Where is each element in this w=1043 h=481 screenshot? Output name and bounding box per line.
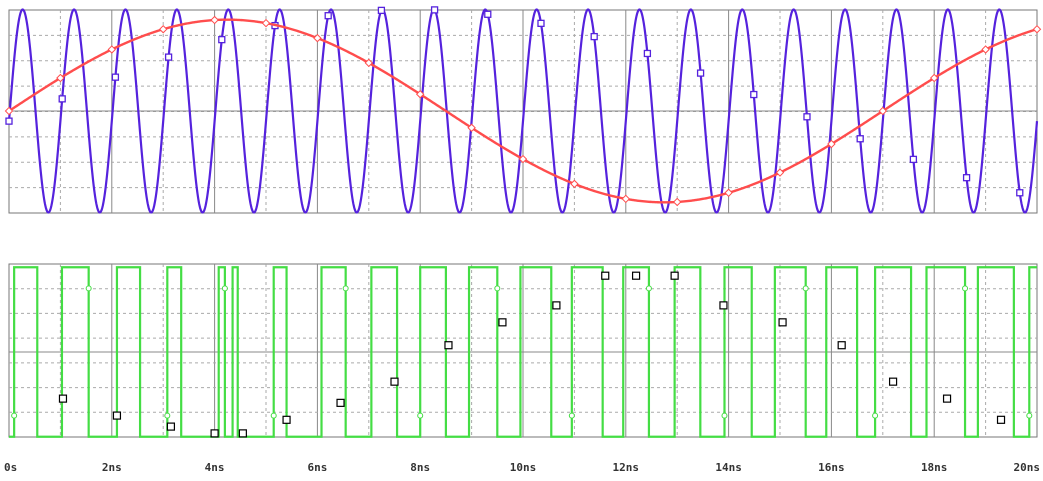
red-marker — [1032, 24, 1042, 34]
green-marker — [11, 412, 18, 419]
black-marker — [282, 415, 291, 424]
lower-panel — [8, 263, 1038, 438]
green-marker — [342, 285, 349, 292]
black-marker — [837, 341, 846, 350]
black-marker — [336, 398, 345, 407]
black-marker — [390, 377, 399, 386]
red-marker — [827, 139, 836, 149]
black-marker — [719, 301, 728, 310]
x-tick-label: 4ns — [205, 461, 225, 474]
red-marker — [313, 33, 322, 43]
red-marker — [467, 123, 476, 133]
x-tick-label: 18ns — [921, 461, 948, 474]
red-marker — [364, 58, 374, 68]
series-purple-sine — [7, 8, 1039, 214]
purple-marker — [643, 49, 652, 58]
green-marker — [962, 285, 969, 292]
red-marker — [672, 197, 682, 207]
black-marker — [942, 394, 952, 403]
purple-marker — [430, 6, 439, 14]
x-tick-label: 14ns — [715, 461, 742, 474]
upper-panel — [4, 6, 1042, 214]
x-axis-tick-labels: 0s 2ns 4ns 6ns 8ns 10ns 12ns 14ns 16ns 18ns 20ns — [4, 461, 1040, 474]
green-marker — [164, 412, 171, 419]
black-marker — [210, 429, 219, 438]
black-marker — [166, 422, 176, 431]
red-marker — [518, 154, 528, 164]
green-marker — [85, 285, 92, 292]
purple-marker — [324, 12, 332, 20]
purple-marker — [484, 10, 492, 18]
x-tick-label: 12ns — [613, 461, 640, 474]
series-green-square — [9, 266, 1037, 438]
x-tick-label: 8ns — [410, 461, 430, 474]
purple-marker — [377, 6, 386, 15]
red-marker — [158, 24, 168, 34]
purple-marker — [750, 90, 758, 99]
green-marker — [721, 412, 728, 419]
purple-marker — [590, 32, 598, 41]
black-marker — [996, 415, 1006, 424]
green-marker — [1026, 412, 1033, 419]
red-marker — [878, 106, 888, 116]
green-marker — [221, 285, 228, 292]
black-marker — [601, 271, 610, 280]
red-marker — [981, 45, 990, 54]
x-tick-label: 16ns — [818, 461, 845, 474]
purple-marker — [856, 135, 864, 143]
green-marker — [645, 285, 652, 292]
red-marker — [570, 179, 579, 189]
red-marker — [4, 106, 14, 116]
red-marker — [107, 45, 117, 54]
purple-marker — [537, 19, 545, 27]
green-marker — [568, 412, 575, 419]
x-tick-label: 10ns — [510, 461, 537, 474]
x-tick-label: 2ns — [102, 461, 122, 474]
purple-marker — [5, 117, 13, 125]
purple-marker — [696, 69, 705, 77]
purple-marker — [111, 73, 120, 81]
red-marker — [210, 15, 219, 25]
black-marker — [670, 271, 679, 280]
red-marker — [929, 73, 939, 83]
black-marker — [444, 341, 453, 350]
purple-marker — [803, 113, 811, 121]
black-marker — [58, 394, 68, 403]
green-marker — [872, 412, 879, 419]
red-marker — [415, 89, 425, 99]
black-marker — [778, 318, 787, 327]
green-marker — [417, 412, 424, 419]
purple-marker — [1016, 189, 1024, 197]
red-marker — [261, 18, 271, 28]
x-tick-label: 20ns — [1014, 461, 1041, 474]
green-marker — [802, 285, 809, 292]
black-marker — [498, 318, 507, 327]
red-marker — [724, 188, 733, 198]
purple-marker — [58, 95, 66, 103]
black-marker — [631, 271, 641, 280]
black-marker — [888, 377, 898, 386]
black-marker — [552, 301, 561, 310]
purple-marker — [962, 174, 971, 182]
purple-marker — [218, 35, 226, 44]
x-tick-label: 6ns — [307, 461, 327, 474]
green-marker — [270, 412, 277, 419]
purple-marker — [164, 53, 173, 61]
red-marker — [621, 194, 631, 204]
green-marker — [494, 285, 501, 292]
black-marker — [238, 429, 247, 438]
red-marker — [775, 168, 785, 177]
black-marker — [112, 411, 122, 420]
x-tick-label: 0s — [4, 461, 17, 474]
purple-marker — [909, 155, 918, 164]
red-marker — [56, 73, 65, 83]
